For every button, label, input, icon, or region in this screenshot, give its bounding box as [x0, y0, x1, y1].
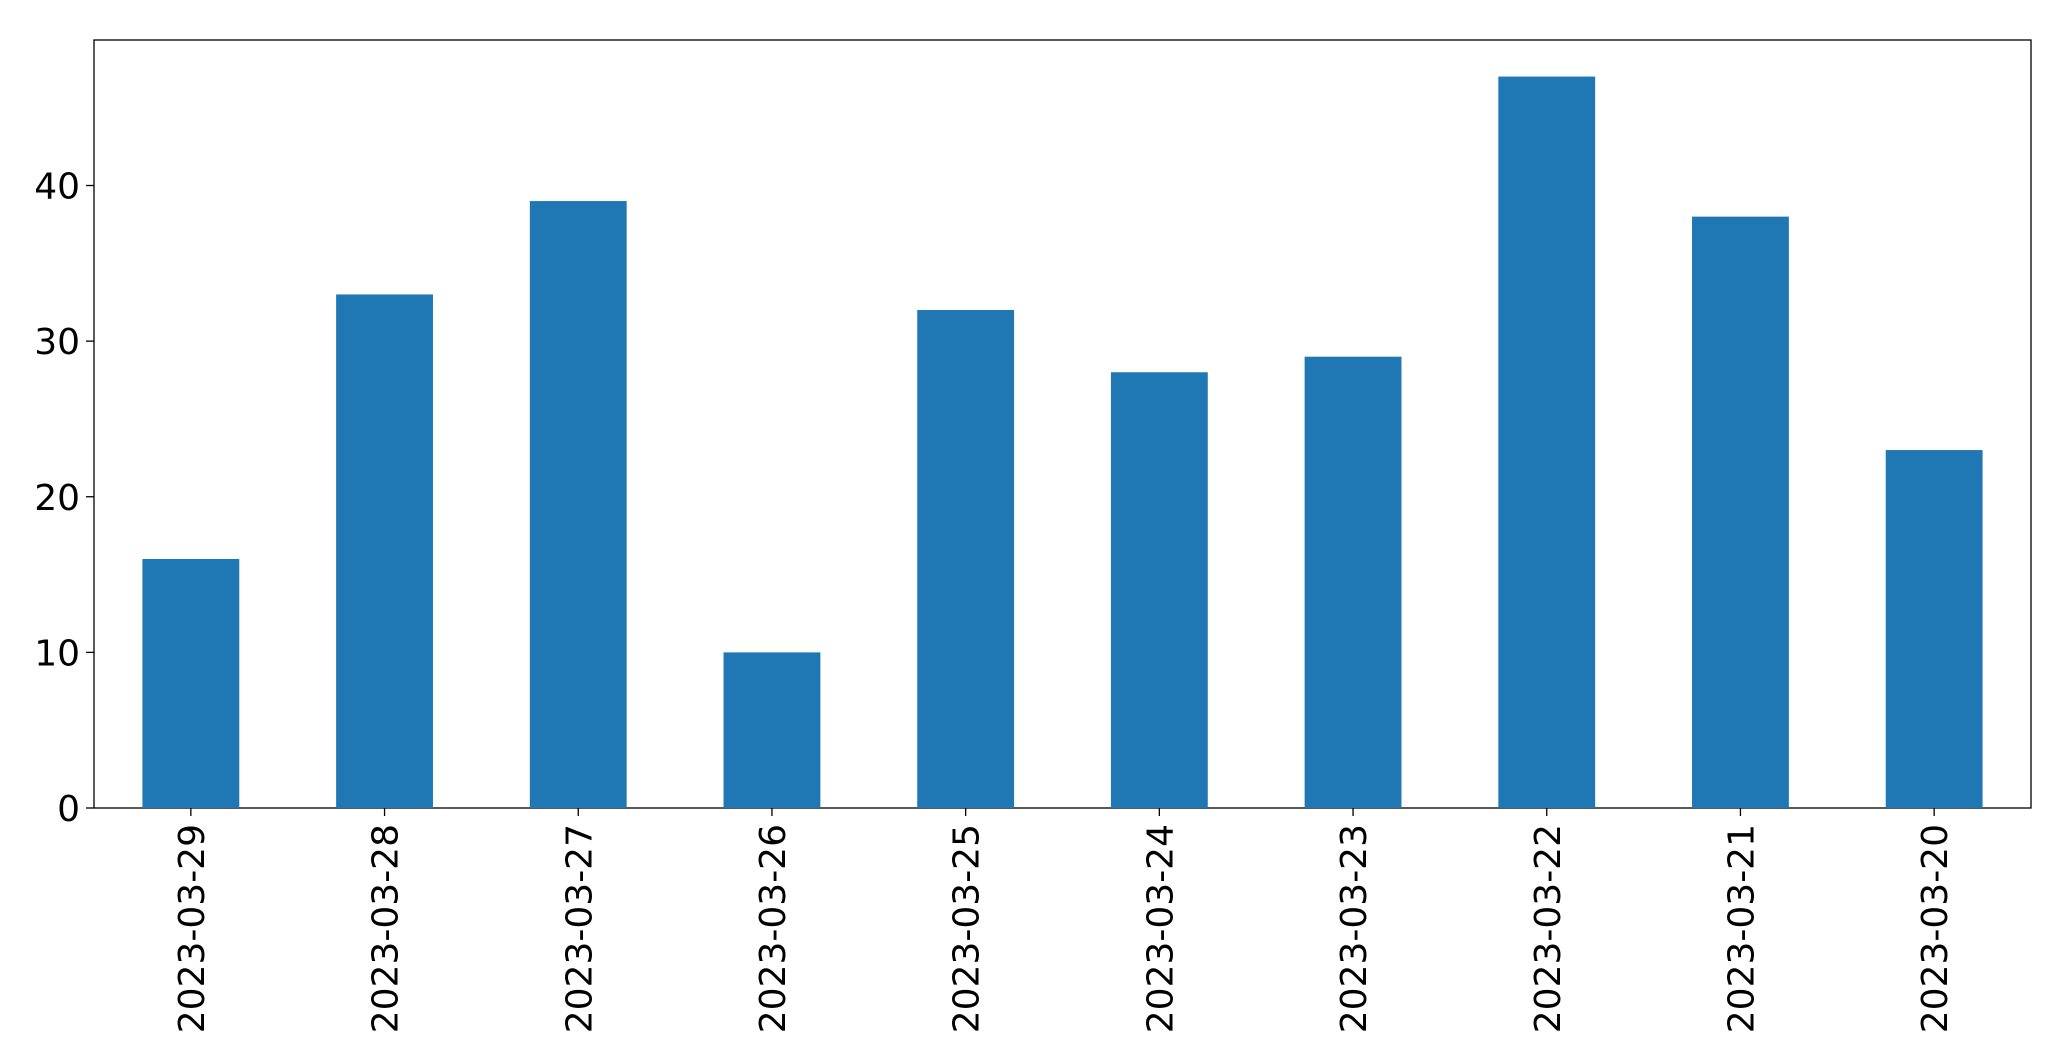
x-tick-label: 2023-03-27	[559, 824, 600, 1033]
x-tick-label: 2023-03-28	[366, 824, 407, 1033]
x-tick-label: 2023-03-26	[753, 824, 794, 1033]
x-tick-label: 2023-03-21	[1721, 824, 1762, 1033]
y-tick-label: 40	[34, 167, 80, 208]
bar	[1692, 216, 1789, 809]
y-tick-label: 30	[34, 322, 80, 363]
y-tick-label: 0	[57, 789, 80, 830]
bar	[917, 310, 1015, 808]
bar	[1304, 356, 1402, 808]
bar	[1110, 372, 1208, 808]
x-tick-label: 2023-03-24	[1140, 824, 1181, 1033]
bar	[723, 652, 821, 808]
y-tick-label: 20	[34, 478, 80, 519]
x-tick-label: 2023-03-25	[947, 824, 988, 1033]
x-tick-label: 2023-03-20	[1915, 824, 1956, 1033]
bar	[336, 294, 433, 809]
plot-frame	[93, 39, 2032, 809]
bar	[1498, 76, 1596, 809]
bar	[142, 559, 240, 808]
x-tick-label: 2023-03-29	[172, 824, 213, 1033]
x-tick-label: 2023-03-23	[1334, 824, 1375, 1033]
x-tick-label: 2023-03-22	[1528, 824, 1569, 1033]
y-tick-label: 10	[34, 633, 80, 674]
bar	[529, 201, 627, 808]
bar	[1885, 450, 1983, 808]
